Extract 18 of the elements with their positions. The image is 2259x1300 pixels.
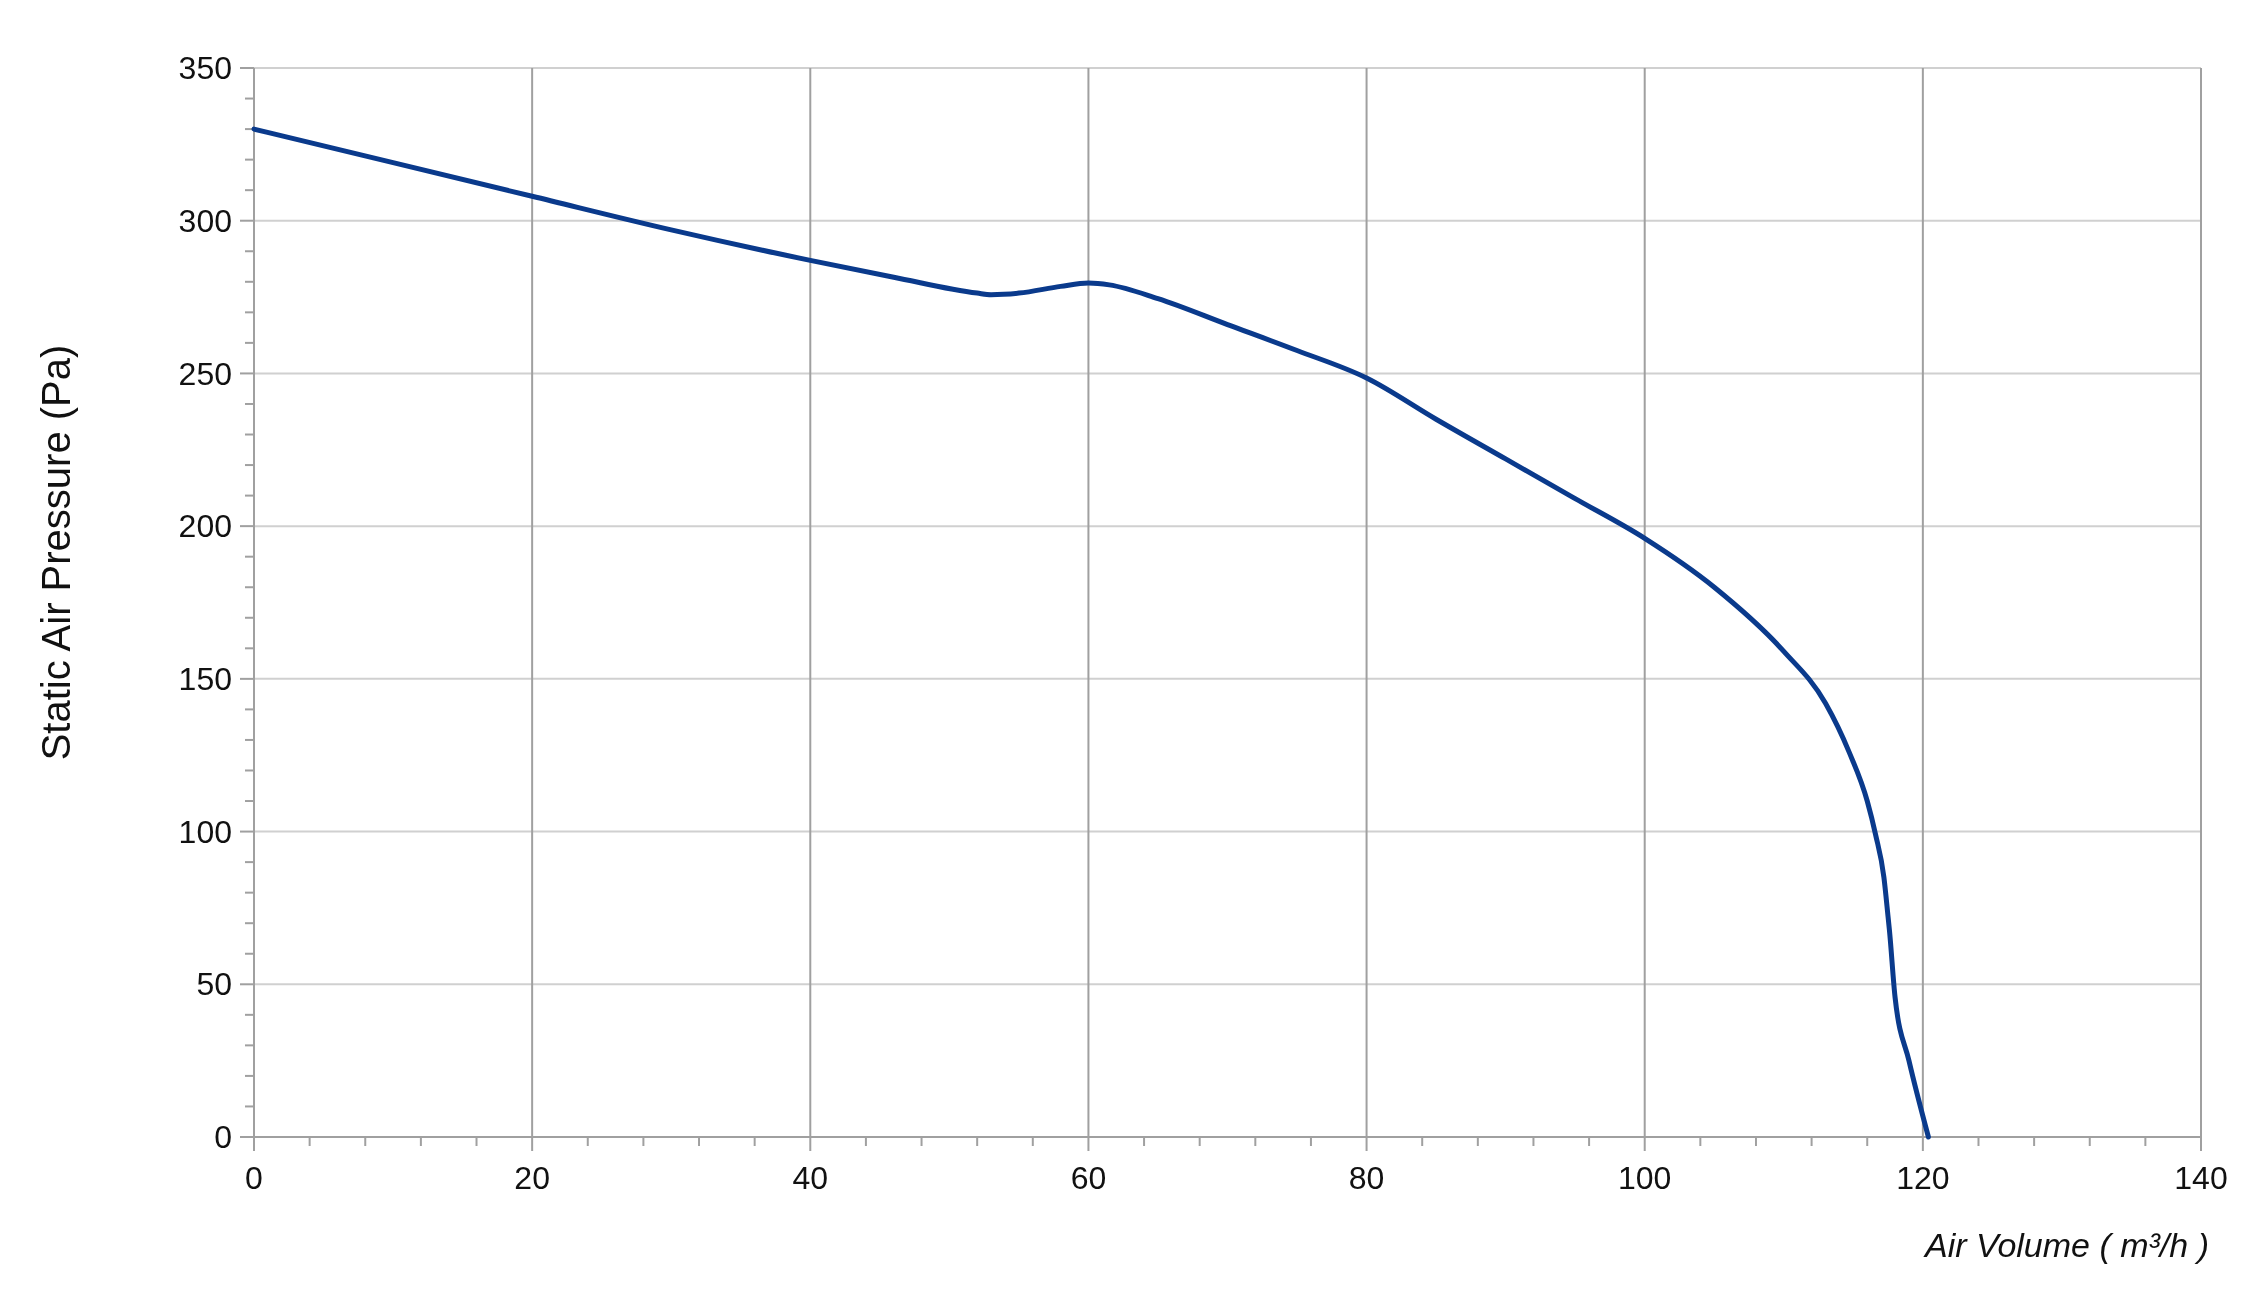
y-tick-label: 350 xyxy=(178,50,232,87)
x-tick-label: 40 xyxy=(792,1160,829,1196)
x-tick-label: 100 xyxy=(1618,1160,1672,1196)
y-tick-label: 150 xyxy=(178,661,232,698)
y-tick-label: 50 xyxy=(196,966,232,1003)
y-tick-label: 0 xyxy=(214,1119,232,1156)
x-tick-label: 120 xyxy=(1896,1160,1950,1196)
x-tick-label: 60 xyxy=(1070,1160,1107,1196)
y-tick-label: 250 xyxy=(178,355,232,392)
x-tick-label: 140 xyxy=(2174,1160,2228,1196)
x-tick-label: 80 xyxy=(1348,1160,1385,1196)
y-axis-title: Static Air Pressure (Pa) xyxy=(34,344,78,761)
y-tick-label: 300 xyxy=(178,202,232,239)
y-tick-label: 100 xyxy=(178,813,232,850)
x-axis-title: Air Volume ( m³/h ) xyxy=(1922,1226,2209,1264)
y-tick-label: 200 xyxy=(178,508,232,545)
x-tick-label: 0 xyxy=(245,1160,263,1196)
x-tick-label: 20 xyxy=(514,1160,550,1196)
